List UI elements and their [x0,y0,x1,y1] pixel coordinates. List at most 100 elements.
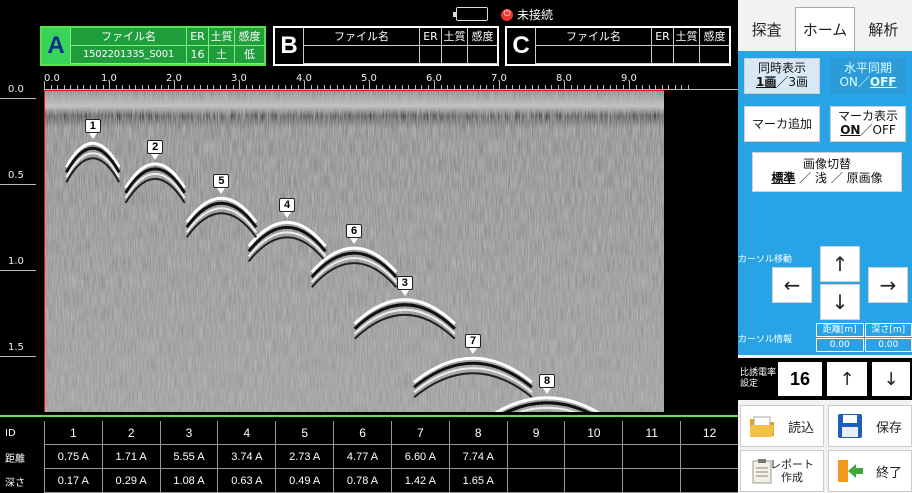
table-cell[interactable] [622,445,681,469]
sensitivity-value: 低 [234,46,264,64]
opt-off: OFF [869,75,897,89]
cursor-up-button[interactable]: ↑ [820,246,860,282]
er-header: ER [186,28,208,46]
distance-tick [681,85,682,89]
file-panel-b[interactable]: B ファイル名 ER 土質 感度 [273,26,499,66]
reflection-hyperbola [65,146,121,173]
distance-tick [460,85,461,89]
cursor-right-button[interactable]: → [868,267,908,303]
cursor-move-label: カーソル移動 [738,255,793,265]
marker-pin-3[interactable]: 3 [396,275,413,296]
file-panel-a[interactable]: A ファイル名 ER 土質 感度 1502201335_S001 16 土 低 [40,26,266,66]
table-cell[interactable]: 6.60 A [390,445,449,469]
distance-tick [687,85,689,89]
table-cell[interactable]: 0.29 A [101,469,160,493]
filename-header: ファイル名 [535,28,651,46]
reflection-hyperbola [413,361,533,389]
marker-pin-5[interactable]: 5 [213,174,230,195]
distance-tick [434,81,435,89]
table-cell[interactable] [680,469,739,493]
distance-tick [297,85,299,89]
report-button[interactable]: レポート 作成 [740,450,824,492]
table-cell[interactable] [564,445,623,469]
save-button[interactable]: 保存 [828,405,912,447]
distance-tick [577,85,578,89]
table-cell[interactable]: 3.74 A [217,445,276,469]
table-cell[interactable]: 1.08 A [159,469,218,493]
table-cell[interactable]: 8 [448,421,507,445]
marker-pin-8[interactable]: 8 [539,373,556,394]
table-cell[interactable]: 0.63 A [217,469,276,493]
distance-tick [557,85,559,89]
table-cell[interactable]: 11 [622,421,681,445]
marker-id-label: 1 [84,119,101,140]
distance-tick [538,85,539,89]
h-sync-button[interactable]: 水平同期 ON／OFF [830,58,906,94]
table-cell[interactable] [564,469,623,493]
tab-bar: 探査 ホーム 解析 [738,7,912,51]
dielectric-label-line1: 比誘電率 [740,368,777,378]
table-cell[interactable] [680,445,739,469]
distance-tick [453,85,455,89]
marker-pin-4[interactable]: 4 [279,198,296,219]
table-cell[interactable]: 0.75 A [43,445,102,469]
distance-tick [408,85,409,89]
table-cell[interactable]: 5.55 A [159,445,218,469]
reflection-hyperbola [494,396,600,412]
distance-tick [50,85,52,89]
marker-pin-7[interactable]: 7 [465,334,481,355]
distance-tick [395,85,396,89]
table-cell[interactable]: 3 [159,421,218,445]
cursor-left-button[interactable]: ← [772,267,812,303]
dielectric-up-button[interactable]: ↑ [827,362,867,396]
radar-image[interactable]: 1 2 3 4 5 6 7 8 [44,90,664,412]
table-cell[interactable]: 0.17 A [43,469,102,493]
table-cell[interactable]: 7 [390,421,449,445]
table-cell[interactable]: 12 [680,421,739,445]
tab-analysis[interactable]: 解析 [854,7,912,51]
table-cell[interactable] [506,469,565,493]
cursor-down-button[interactable]: ↓ [820,284,860,320]
soil-header: 土質 [673,28,699,46]
table-cell[interactable]: 1.65 A [448,469,507,493]
cursor-info-table: 距離[m] 深さ[m] 0.00 0.00 [816,323,912,352]
table-cell[interactable]: 2 [101,421,160,445]
depth-tick-label: 1.0 [8,256,24,267]
table-cell[interactable]: 2.73 A [275,445,334,469]
tab-search[interactable]: 探査 [738,7,796,51]
table-cell[interactable]: 1.42 A [390,469,449,493]
image-switch-button[interactable]: 画像切替 標準 ／ 浅 ／ 原画像 [752,152,902,192]
table-cell[interactable] [622,469,681,493]
marker-pin-6[interactable]: 6 [346,224,363,245]
table-cell[interactable]: 0.49 A [275,469,334,493]
table-cell[interactable]: 10 [564,421,623,445]
table-cell[interactable]: 1.71 A [101,445,160,469]
marker-pin-2[interactable]: 2 [147,139,164,160]
dielectric-down-button[interactable]: ↓ [872,362,910,396]
table-cell[interactable]: 4.77 A [333,445,391,469]
table-cell[interactable]: 1 [43,421,102,445]
table-cell[interactable]: 4 [217,421,276,445]
table-cell[interactable]: 0.78 A [333,469,391,493]
table-cell[interactable] [506,445,565,469]
sep: ／ [860,123,873,137]
file-panel-c[interactable]: C ファイル名 ER 土質 感度 [505,26,731,66]
exit-button[interactable]: 終了 [828,450,912,492]
table-cell[interactable]: 9 [506,421,565,445]
distance-tick [512,85,513,89]
marker-display-button[interactable]: マーカ表示 ON／OFF [830,106,906,142]
distance-tick [148,85,149,89]
distance-tick-label: 7.0 [491,73,507,84]
table-cell[interactable]: 5 [275,421,334,445]
load-button[interactable]: 読込 [740,405,824,447]
distance-tick [336,85,338,89]
table-cell[interactable]: 7.74 A [448,445,507,469]
sync-display-button[interactable]: 同時表示 1画／3画 [744,58,820,94]
marker-pin-1[interactable]: 1 [84,119,101,140]
battery-icon [453,7,488,21]
soil-value [441,46,467,64]
tab-home[interactable]: ホーム [795,7,855,51]
add-marker-button[interactable]: マーカ追加 [744,106,820,142]
table-cell[interactable]: 6 [333,421,391,445]
distance-tick-label: 6.0 [426,73,442,84]
